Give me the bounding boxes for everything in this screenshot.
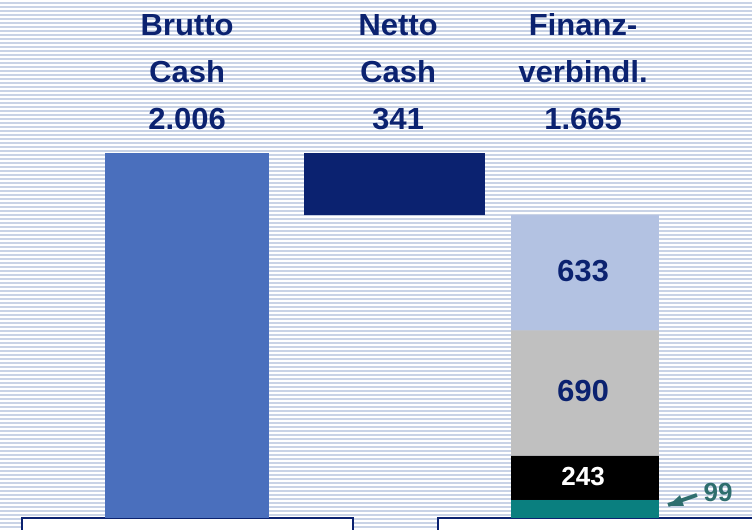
segment-label: 99 (704, 477, 733, 507)
category-label: Cash (360, 54, 436, 89)
segment-label: 690 (557, 373, 609, 408)
arrow-head (668, 495, 684, 506)
value-label: 1.665 (544, 101, 622, 136)
segment (511, 330, 659, 456)
category-label: Netto (358, 7, 437, 42)
segment (511, 455, 659, 500)
footer-box (437, 517, 752, 530)
value-label: 341 (372, 101, 424, 136)
segment (511, 499, 659, 518)
value-label: 2.006 (148, 101, 226, 136)
segment-label: 633 (557, 253, 609, 288)
footer-box (21, 517, 354, 530)
category-label: verbindl. (518, 54, 647, 89)
bar (304, 153, 485, 216)
bar (105, 153, 269, 518)
category-label: Finanz- (529, 7, 638, 42)
segment-label: 243 (561, 461, 604, 491)
segment (511, 215, 659, 331)
category-label: Brutto (141, 7, 234, 42)
category-label: Cash (149, 54, 225, 89)
